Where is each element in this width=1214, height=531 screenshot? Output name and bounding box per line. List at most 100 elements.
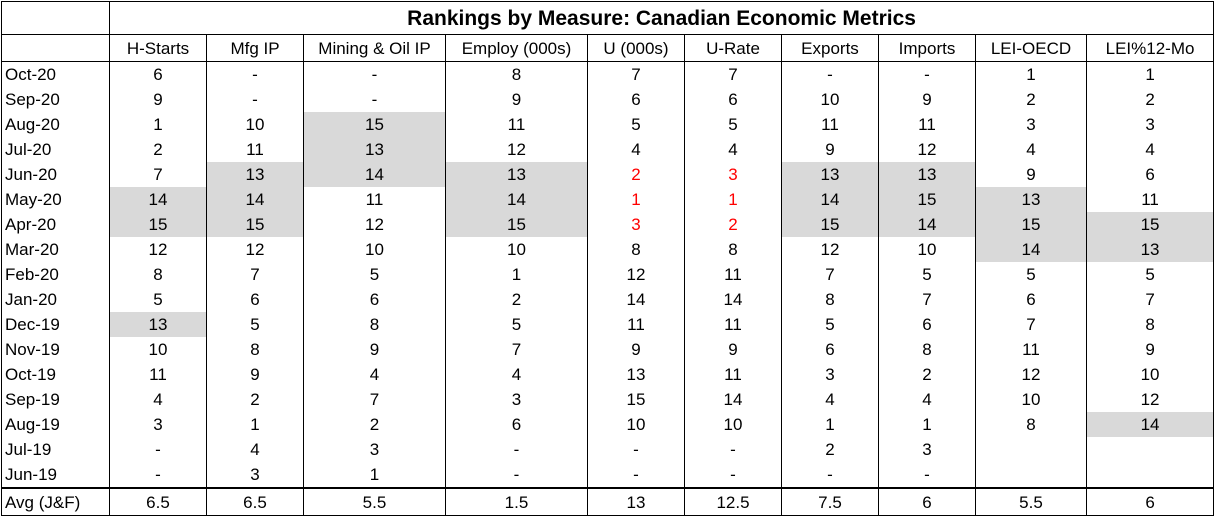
rank-cell: -	[781, 61, 879, 87]
rank-cell: 7	[1085, 287, 1214, 312]
rank-cell: -	[109, 437, 207, 462]
rank-cell: 11	[206, 137, 304, 162]
rank-cell: 15	[587, 387, 685, 412]
title-row: Rankings by Measure: Canadian Economic M…	[1, 1, 1214, 35]
rank-cell: 11	[684, 312, 782, 337]
rank-cell: 10	[109, 337, 207, 362]
rank-cell: 1	[975, 61, 1087, 87]
rank-cell: 2	[878, 362, 976, 387]
row-label: Apr-20	[1, 212, 110, 237]
row-label: Dec-19	[1, 312, 110, 337]
average-row: Avg (J&F) 6.5 6.5 5.5 1.5 13 12.5 7.5 6 5.5 6	[1, 487, 1214, 516]
rank-cell: 5	[975, 262, 1087, 287]
rank-cell: 7	[781, 262, 879, 287]
rank-cell: 8	[445, 61, 588, 87]
rank-cell: 7	[587, 61, 685, 87]
rank-cell: 13	[303, 137, 446, 162]
average-cell: 6.5	[206, 487, 304, 516]
rank-cell: 4	[109, 387, 207, 412]
rank-cell: 9	[587, 337, 685, 362]
rank-cell: 5	[878, 262, 976, 287]
rank-cell: 12	[109, 237, 207, 262]
rank-cell: 15	[878, 187, 976, 212]
rank-cell: 3	[109, 412, 207, 437]
rank-cell: 3	[206, 462, 304, 488]
column-header: Imports	[878, 34, 976, 62]
rank-cell: 10	[878, 237, 976, 262]
rank-cell: -	[587, 462, 685, 488]
column-header: U (000s)	[587, 34, 685, 62]
rank-cell: 6	[445, 412, 588, 437]
rank-cell: 6	[587, 87, 685, 112]
rank-cell	[1085, 437, 1214, 462]
column-header: Mining & Oil IP	[303, 34, 446, 62]
row-label: Mar-20	[1, 237, 110, 262]
column-header: Employ (000s)	[445, 34, 588, 62]
average-cell: 1.5	[445, 487, 588, 516]
rank-cell: 7	[303, 387, 446, 412]
rank-cell: 2	[975, 87, 1087, 112]
rank-cell: 2	[684, 212, 782, 237]
rank-cell: 7	[878, 287, 976, 312]
table-row: Feb-20 8 7 5 1 12 11 7 5 5 5	[1, 262, 1214, 287]
average-cell: 13	[587, 487, 685, 516]
rank-cell: 10	[303, 237, 446, 262]
rank-cell: 1	[684, 187, 782, 212]
rank-cell: 1	[206, 412, 304, 437]
rank-cell: 12	[878, 137, 976, 162]
rank-cell: 6	[1085, 162, 1214, 187]
rank-cell: 11	[445, 112, 588, 137]
rank-cell: 7	[109, 162, 207, 187]
rank-cell: 3	[975, 112, 1087, 137]
rank-cell: 11	[1085, 187, 1214, 212]
rank-cell: 15	[303, 112, 446, 137]
rank-cell: 9	[975, 162, 1087, 187]
rank-cell: -	[303, 61, 446, 87]
rank-cell: 8	[206, 337, 304, 362]
rank-cell: 3	[587, 212, 685, 237]
rank-cell: 5	[206, 312, 304, 337]
rank-cell: 12	[587, 262, 685, 287]
title-blank-cell	[1, 1, 110, 35]
table-row: Dec-19 13 5 8 5 11 11 5 6 7 8	[1, 312, 1214, 337]
row-label: Aug-20	[1, 112, 110, 137]
row-label: Jun-20	[1, 162, 110, 187]
table-row: Jun-20 7 13 14 13 2 3 13 13 9 6	[1, 162, 1214, 187]
rank-cell: 9	[303, 337, 446, 362]
rank-cell: 1	[1085, 61, 1214, 87]
rank-cell: 2	[587, 162, 685, 187]
rank-cell: 13	[975, 187, 1087, 212]
rank-cell	[975, 437, 1087, 462]
rank-cell: 5	[781, 312, 879, 337]
rank-cell: 5	[587, 112, 685, 137]
table-row: Jun-19-3 1- - - - -	[1, 462, 1214, 488]
row-label: Sep-19	[1, 387, 110, 412]
rank-cell: 11	[303, 187, 446, 212]
row-label: Aug-19	[1, 412, 110, 437]
rank-cell: 1	[109, 112, 207, 137]
rank-cell: 2	[1085, 87, 1214, 112]
rank-cell: 5	[684, 112, 782, 137]
rank-cell: 4	[975, 137, 1087, 162]
rank-cell: 6	[684, 87, 782, 112]
rank-cell: 4	[781, 387, 879, 412]
rank-cell: 7	[445, 337, 588, 362]
rank-cell: 6	[878, 312, 976, 337]
rank-cell: 2	[206, 387, 304, 412]
rank-cell: 3	[445, 387, 588, 412]
rank-cell: 14	[445, 187, 588, 212]
rank-cell: -	[781, 462, 879, 488]
average-cell: 6	[878, 487, 976, 516]
rank-cell: -	[587, 437, 685, 462]
rank-cell: 3	[684, 162, 782, 187]
rank-cell: 9	[684, 337, 782, 362]
table-row: Mar-20 12 12 10 10 8 8 12 10 14 13	[1, 237, 1214, 262]
average-cell: 5.5	[303, 487, 446, 516]
rank-cell: 15	[206, 212, 304, 237]
rank-cell: 3	[303, 437, 446, 462]
rank-cell: -	[878, 61, 976, 87]
rank-cell: 8	[303, 312, 446, 337]
average-cell: 6	[1085, 487, 1214, 516]
rank-cell: 15	[975, 212, 1087, 237]
rank-cell: -	[303, 87, 446, 112]
